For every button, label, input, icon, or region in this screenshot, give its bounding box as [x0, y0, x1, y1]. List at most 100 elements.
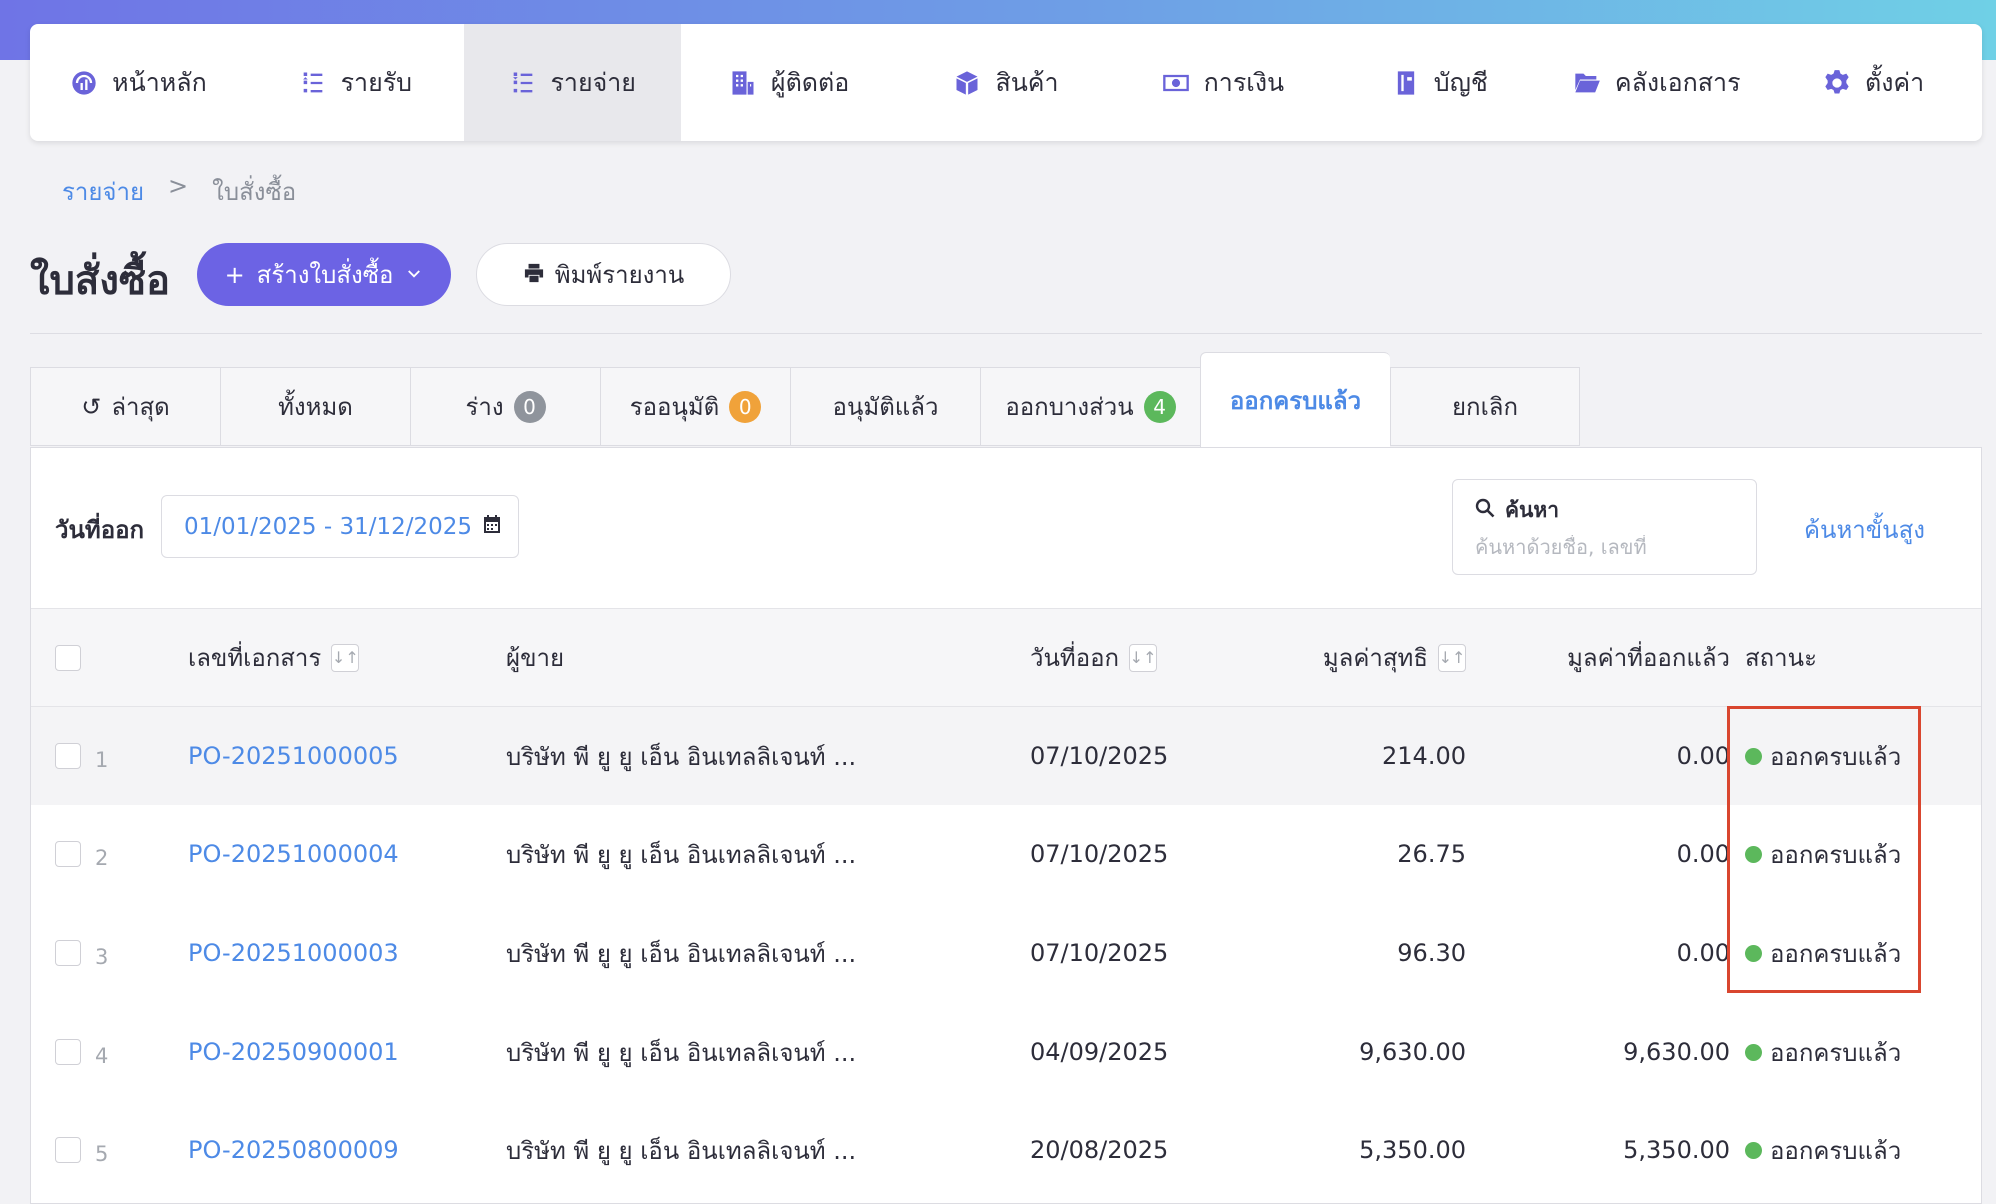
income-list-icon [299, 69, 327, 97]
header-label: มูลค่าที่ออกแล้ว [1567, 644, 1730, 672]
status-dot-icon [1745, 747, 1762, 765]
vendor-name: บริษัท พี ยู ยู เอ็น อินเทลลิเจนท์ ... [506, 1136, 857, 1165]
vendor-name: บริษัท พี ยู ยู เอ็น อินเทลลิเจนท์ ... [506, 742, 857, 771]
header-label: สถานะ [1745, 644, 1817, 672]
header-net-value[interactable]: มูลค่าสุทธิ ↓↑ [1251, 609, 1466, 706]
sort-icon[interactable]: ↓↑ [1438, 643, 1466, 672]
expense-list-icon [509, 69, 537, 97]
po-number-link[interactable]: PO-20250800009 [188, 1136, 399, 1164]
tab-awaiting-approval[interactable]: รออนุมัติ 0 [600, 367, 790, 446]
nav-item-label: บัญชี [1433, 67, 1488, 97]
net-value: 214.00 [1382, 742, 1466, 770]
tab-latest[interactable]: ↺ ล่าสุด [30, 367, 220, 446]
tab-label: ทั้งหมด [278, 393, 353, 421]
issued-value: 0.00 [1676, 840, 1730, 868]
header-divider [30, 333, 1982, 334]
row-checkbox[interactable] [55, 1137, 81, 1163]
breadcrumb: รายจ่าย > ใบสั่งซื้อ [62, 172, 296, 211]
nav-item-finance[interactable]: การเงิน [1114, 24, 1331, 141]
po-number-link[interactable]: PO-20251000003 [188, 939, 399, 967]
nav-item-products[interactable]: สินค้า [898, 24, 1115, 141]
nav-item-settings[interactable]: ตั้งค่า [1765, 24, 1982, 141]
date-range-picker[interactable]: 01/01/2025 - 31/12/2025 [161, 495, 519, 558]
nav-item-label: รายจ่าย [550, 67, 636, 97]
table-row[interactable]: 5 PO-20250800009 บริษัท พี ยู ยู เอ็น อิ… [31, 1101, 1981, 1199]
status-text: ออกครบแล้ว [1770, 840, 1902, 869]
tab-label: ยกเลิก [1451, 393, 1519, 421]
breadcrumb-parent-link[interactable]: รายจ่าย [62, 178, 145, 206]
sort-icon[interactable]: ↓↑ [331, 643, 360, 672]
contacts-building-icon [729, 69, 757, 97]
account-book-icon [1392, 69, 1420, 97]
issued-value: 0.00 [1676, 939, 1730, 967]
header-issue-date[interactable]: วันที่ออก ↓↑ [1030, 609, 1158, 706]
sort-icon[interactable]: ↓↑ [1129, 643, 1158, 672]
issue-date: 07/10/2025 [1030, 939, 1169, 967]
table-row[interactable]: 4 PO-20250900001 บริษัท พี ยู ยู เอ็น อิ… [31, 1003, 1981, 1101]
count-badge: 4 [1143, 390, 1176, 423]
row-checkbox[interactable] [55, 841, 81, 867]
issued-value: 9,630.00 [1623, 1038, 1730, 1066]
status-badge: ออกครบแล้ว [1745, 805, 1901, 903]
nav-item-documents[interactable]: คลังเอกสาร [1548, 24, 1765, 141]
header-issued-value: มูลค่าที่ออกแล้ว [1481, 609, 1730, 706]
header-label: มูลค่าสุทธิ [1322, 644, 1428, 672]
date-range-value: 01/01/2025 - 31/12/2025 [184, 513, 473, 540]
issue-date: 07/10/2025 [1030, 840, 1169, 868]
select-all-cell [55, 609, 81, 706]
select-all-checkbox[interactable] [55, 644, 81, 671]
money-bill-icon [1162, 69, 1190, 97]
tab-draft[interactable]: ร่าง 0 [410, 367, 600, 446]
folder-open-icon [1573, 69, 1601, 97]
net-value: 5,350.00 [1359, 1136, 1466, 1164]
po-number-link[interactable]: PO-20251000004 [188, 840, 399, 868]
product-box-icon [953, 69, 981, 97]
status-badge: ออกครบแล้ว [1745, 1003, 1901, 1101]
table-row[interactable]: 3 PO-20251000003 บริษัท พี ยู ยู เอ็น อิ… [31, 904, 1981, 1002]
header-doc-no[interactable]: เลขที่เอกสาร ↓↑ [188, 609, 360, 706]
breadcrumb-separator: > [168, 172, 189, 200]
table-row[interactable]: 2 PO-20251000004 บริษัท พี ยู ยู เอ็น อิ… [31, 805, 1981, 903]
row-index: 5 [95, 1142, 109, 1166]
advanced-search-link[interactable]: ค้นหาขั้นสูง [1804, 516, 1925, 544]
status-dot-icon [1745, 944, 1762, 962]
dashboard-gauge-icon [70, 69, 98, 97]
status-badge: ออกครบแล้ว [1745, 707, 1901, 805]
nav-item-label: ตั้งค่า [1864, 67, 1925, 97]
create-purchase-order-button[interactable]: + สร้างใบสั่งซื้อ [197, 243, 451, 306]
tab-fully-issued[interactable]: ออกครบแล้ว [1200, 352, 1390, 448]
net-value: 9,630.00 [1359, 1038, 1466, 1066]
status-dot-icon [1745, 845, 1762, 863]
row-checkbox[interactable] [55, 940, 81, 966]
tab-label: ออกครบแล้ว [1229, 387, 1362, 415]
tab-partially-issued[interactable]: ออกบางส่วน 4 [980, 367, 1200, 446]
search-input[interactable] [1475, 535, 1735, 559]
header-label: เลขที่เอกสาร [188, 644, 322, 672]
breadcrumb-current: ใบสั่งซื้อ [212, 178, 297, 206]
status-text: ออกครบแล้ว [1770, 1136, 1902, 1165]
tab-label: ออกบางส่วน [1005, 393, 1134, 421]
nav-item-label: สินค้า [995, 67, 1059, 97]
status-text: ออกครบแล้ว [1770, 1038, 1902, 1067]
tab-all[interactable]: ทั้งหมด [220, 367, 410, 446]
tab-label: อนุมัติแล้ว [832, 393, 939, 421]
nav-item-income[interactable]: รายรับ [247, 24, 464, 141]
print-report-button[interactable]: พิมพ์รายงาน [476, 243, 731, 306]
nav-item-label: หน้าหลัก [112, 67, 207, 97]
row-checkbox[interactable] [55, 1039, 81, 1065]
nav-item-home[interactable]: หน้าหลัก [30, 24, 247, 141]
nav-item-accounting[interactable]: บัญชี [1331, 24, 1548, 141]
header-vendor: ผู้ขาย [506, 609, 564, 706]
status-dot-icon [1745, 1141, 1762, 1159]
po-number-link[interactable]: PO-20250900001 [188, 1038, 399, 1066]
nav-item-contacts[interactable]: ผู้ติดต่อ [681, 24, 898, 141]
tab-cancelled[interactable]: ยกเลิก [1390, 367, 1580, 446]
tab-approved[interactable]: อนุมัติแล้ว [790, 367, 980, 446]
nav-item-expense[interactable]: รายจ่าย [463, 24, 681, 141]
tab-label: ล่าสุด [111, 393, 170, 421]
issue-date: 07/10/2025 [1030, 742, 1169, 770]
row-checkbox[interactable] [55, 743, 81, 769]
po-number-link[interactable]: PO-20251000005 [188, 742, 399, 770]
create-button-label: สร้างใบสั่งซื้อ [256, 261, 394, 289]
table-row[interactable]: 1 PO-20251000005 บริษัท พี ยู ยู เอ็น อิ… [31, 707, 1981, 805]
